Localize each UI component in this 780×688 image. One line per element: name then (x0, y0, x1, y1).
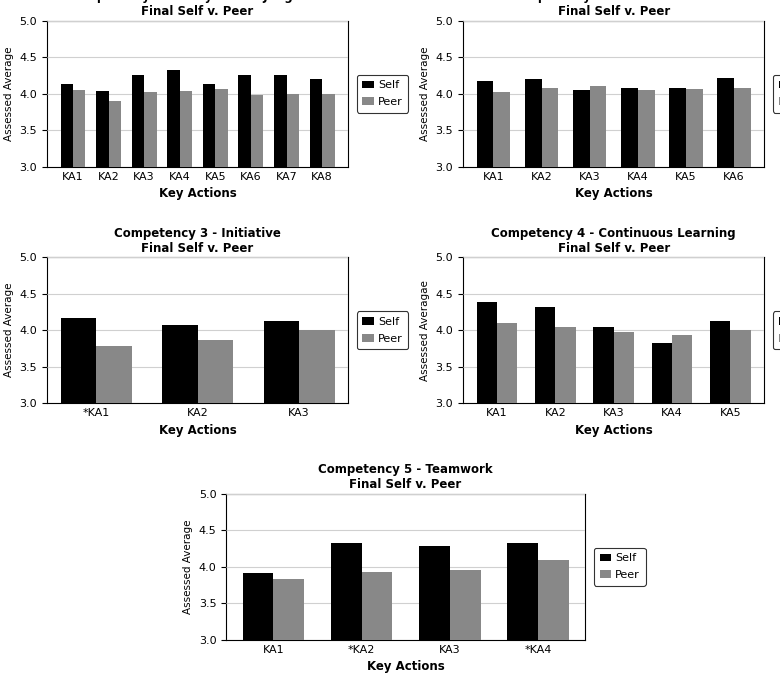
Bar (450, 570, 480, 688)
Bar (322, 94, 335, 386)
Bar (590, 87, 606, 386)
Bar (541, 88, 558, 386)
Y-axis label: Assessed Average: Assessed Average (420, 46, 430, 141)
Bar (239, 76, 251, 386)
Legend: Self, Peer: Self, Peer (357, 75, 408, 113)
Bar (61, 318, 96, 623)
Bar (299, 330, 335, 623)
Bar (264, 321, 299, 623)
Bar (477, 303, 497, 623)
Y-axis label: Assessed Average: Assessed Average (4, 46, 14, 141)
Legend: Self, Peer: Self, Peer (357, 312, 408, 349)
Bar (494, 92, 510, 386)
Bar (310, 79, 322, 386)
Bar (132, 76, 144, 386)
Bar (573, 90, 590, 386)
Bar (621, 88, 638, 386)
Bar (507, 543, 538, 688)
X-axis label: Key Actions: Key Actions (158, 424, 236, 437)
Bar (710, 321, 730, 623)
Bar (730, 330, 750, 623)
Bar (734, 88, 750, 386)
Title: Competency 5 - Teamwork
Final Self v. Peer: Competency 5 - Teamwork Final Self v. Pe… (318, 463, 493, 491)
Bar (203, 84, 215, 386)
Bar (61, 84, 73, 386)
Bar (331, 544, 361, 688)
Bar (96, 346, 132, 623)
Bar (672, 335, 693, 623)
Bar (555, 327, 576, 623)
Y-axis label: Assessed Average: Assessed Average (183, 519, 193, 614)
Bar (497, 323, 517, 623)
Title: Competency 2 - Communication
Final Self v. Peer: Competency 2 - Communication Final Self … (509, 0, 718, 18)
Bar (361, 572, 392, 688)
Bar (162, 325, 197, 623)
Legend: Self, Peer: Self, Peer (773, 75, 780, 113)
Bar (144, 92, 157, 386)
Bar (274, 76, 286, 386)
X-axis label: Key Actions: Key Actions (158, 187, 236, 200)
Bar (535, 307, 555, 623)
Bar (273, 579, 304, 688)
Y-axis label: Assessed Average: Assessed Average (4, 283, 14, 378)
Bar (73, 90, 86, 386)
Bar (243, 572, 273, 688)
Title: Competency 4 - Continuous Learning
Final Self v. Peer: Competency 4 - Continuous Learning Final… (491, 226, 736, 255)
Bar (286, 94, 299, 386)
Bar (686, 89, 703, 386)
Bar (614, 332, 634, 623)
Legend: Self, Peer: Self, Peer (594, 548, 646, 585)
Y-axis label: Assessed Averagae: Assessed Averagae (420, 280, 430, 380)
Bar (215, 89, 228, 386)
X-axis label: Key Actions: Key Actions (575, 424, 653, 437)
X-axis label: Key Actions: Key Actions (367, 660, 445, 674)
Bar (477, 81, 494, 386)
Bar (197, 340, 233, 623)
X-axis label: Key Actions: Key Actions (575, 187, 653, 200)
Bar (167, 69, 179, 386)
Bar (717, 78, 734, 386)
Bar (108, 101, 121, 386)
Bar (419, 546, 450, 688)
Legend: Self, Peer: Self, Peer (773, 312, 780, 349)
Bar (651, 343, 672, 623)
Bar (538, 559, 569, 688)
Bar (638, 90, 654, 386)
Title: Competency 3 - Initiative
Final Self v. Peer: Competency 3 - Initiative Final Self v. … (114, 226, 281, 255)
Bar (251, 95, 264, 386)
Bar (525, 79, 541, 386)
Bar (96, 92, 108, 386)
Bar (669, 88, 686, 386)
Title: Competency 1 - Analysis and Judgment
Final Self v. Peer: Competency 1 - Analysis and Judgment Fin… (68, 0, 327, 18)
Bar (179, 92, 192, 386)
Bar (594, 327, 614, 623)
